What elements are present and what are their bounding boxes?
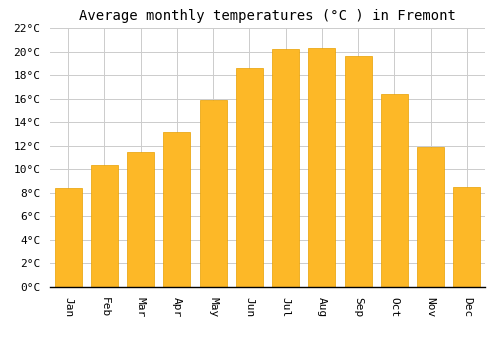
Bar — [127, 152, 154, 287]
Bar — [200, 100, 226, 287]
Bar — [54, 188, 82, 287]
Bar — [308, 48, 336, 287]
Title: Average monthly temperatures (°C ) in Fremont: Average monthly temperatures (°C ) in Fr… — [79, 9, 456, 23]
Bar — [236, 68, 263, 287]
Bar — [272, 49, 299, 287]
Bar — [164, 132, 190, 287]
Bar — [417, 147, 444, 287]
Bar — [91, 164, 118, 287]
Bar — [454, 187, 480, 287]
Bar — [344, 56, 372, 287]
Bar — [381, 94, 408, 287]
